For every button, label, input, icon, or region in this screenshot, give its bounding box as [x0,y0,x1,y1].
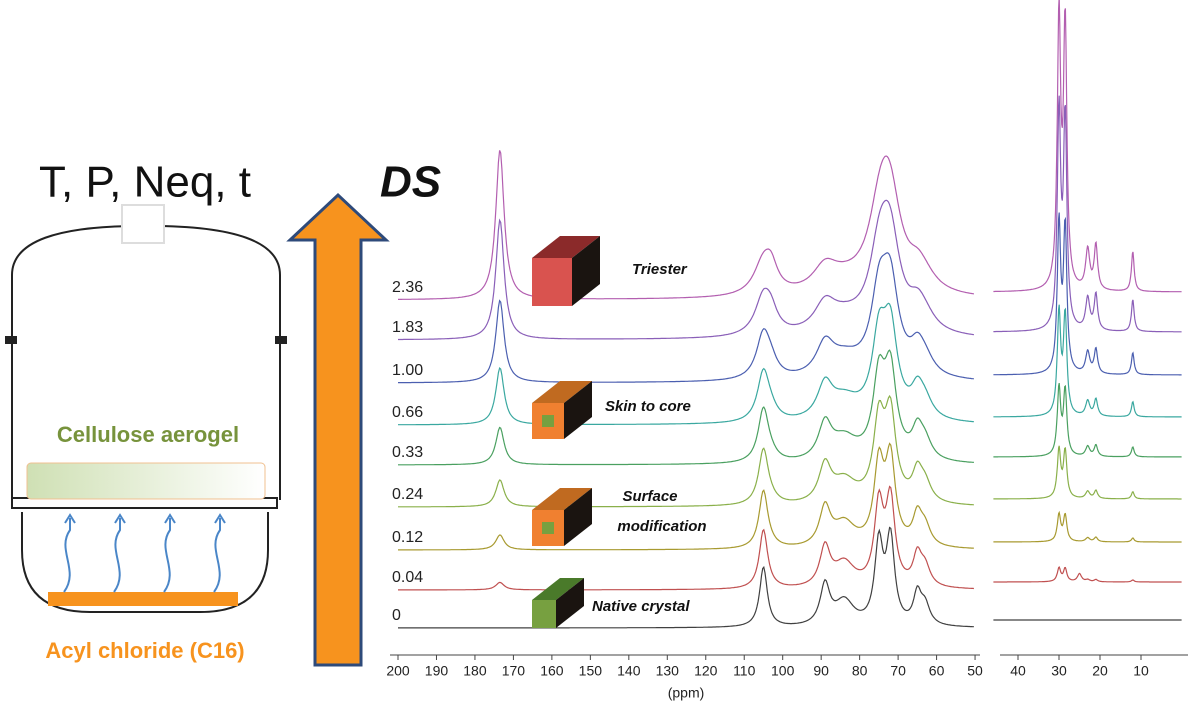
ds-label: 0.12 [392,529,423,546]
tick-label: 140 [617,663,641,679]
ds-label: 0.04 [392,569,423,586]
tick-label: 10 [1133,663,1149,679]
axis-unit: (ppm) [668,685,705,701]
structure-label: Skin to core [605,398,691,415]
tick-label: 50 [967,663,983,679]
tick-label: 170 [502,663,526,679]
ds-label: 0.66 [392,404,423,421]
reactor [6,205,286,612]
ds-label: 0 [392,607,401,624]
ds-label: 0.24 [392,486,423,503]
spectrum [993,446,1181,499]
ds-label: 0.33 [392,444,423,461]
aerogel [27,463,265,499]
ds-label: 1.00 [392,362,423,379]
figure: T, P, Neq, t Cellulose aerogel Acyl chlo… [0,0,1188,706]
structure-label: Surface [622,488,677,505]
tick-label: 80 [852,663,868,679]
spectrum [993,96,1181,332]
structure-label: Triester [632,261,688,278]
axis: 200 190 180 170 160 150 140 130 120 110 100 90 80 70 6… [386,655,1188,679]
vapor-arrow [164,518,170,592]
spectrum [993,383,1181,457]
tick-label: 110 [733,663,756,679]
ds-arrow [290,195,386,665]
reagent-label: Acyl chloride (C16) [45,638,244,663]
aerogel-label: Cellulose aerogel [57,422,239,447]
valve [122,205,164,243]
tick-label: 150 [579,663,603,679]
tick-label: 60 [929,663,945,679]
vapor-arrow [64,518,70,592]
spectrum [993,0,1181,292]
tick-label: 70 [890,663,906,679]
spectra: 2.36 1.83 1.00 0.66 0.33 0.24 0.12 0.04 0 [392,0,1182,628]
spectrum [993,513,1181,543]
box-front [532,258,572,306]
tick-label: 30 [1051,663,1067,679]
variables: T, P, Neq, t [39,158,251,207]
vapors [64,515,225,592]
box-front [532,600,556,628]
reagent-bar [48,592,238,606]
tick-label: 180 [463,663,487,679]
spectrum [993,567,1181,582]
tick-label: 40 [1010,663,1026,679]
tick-label: 20 [1092,663,1108,679]
tick-label: 90 [813,663,829,679]
ds-title: DS [380,158,441,207]
ds-label: 2.36 [392,279,423,296]
tick-label: 160 [540,663,564,679]
tick-label: 100 [771,663,795,679]
structure-label: Native crystal [592,598,690,615]
box-core [542,522,554,534]
structure-label: modification [617,518,706,535]
vapor-arrow [214,518,220,592]
structures: Triester Skin to core Surface modification N… [532,236,707,628]
spectrum [993,305,1181,417]
tick-label: 130 [656,663,680,679]
vapor-arrow [114,518,120,592]
box-core [542,415,554,427]
spectrum [993,213,1181,375]
ds-label: 1.83 [392,319,423,336]
tick-label: 120 [694,663,718,679]
tick-label: 200 [386,663,410,679]
tick-label: 190 [425,663,449,679]
